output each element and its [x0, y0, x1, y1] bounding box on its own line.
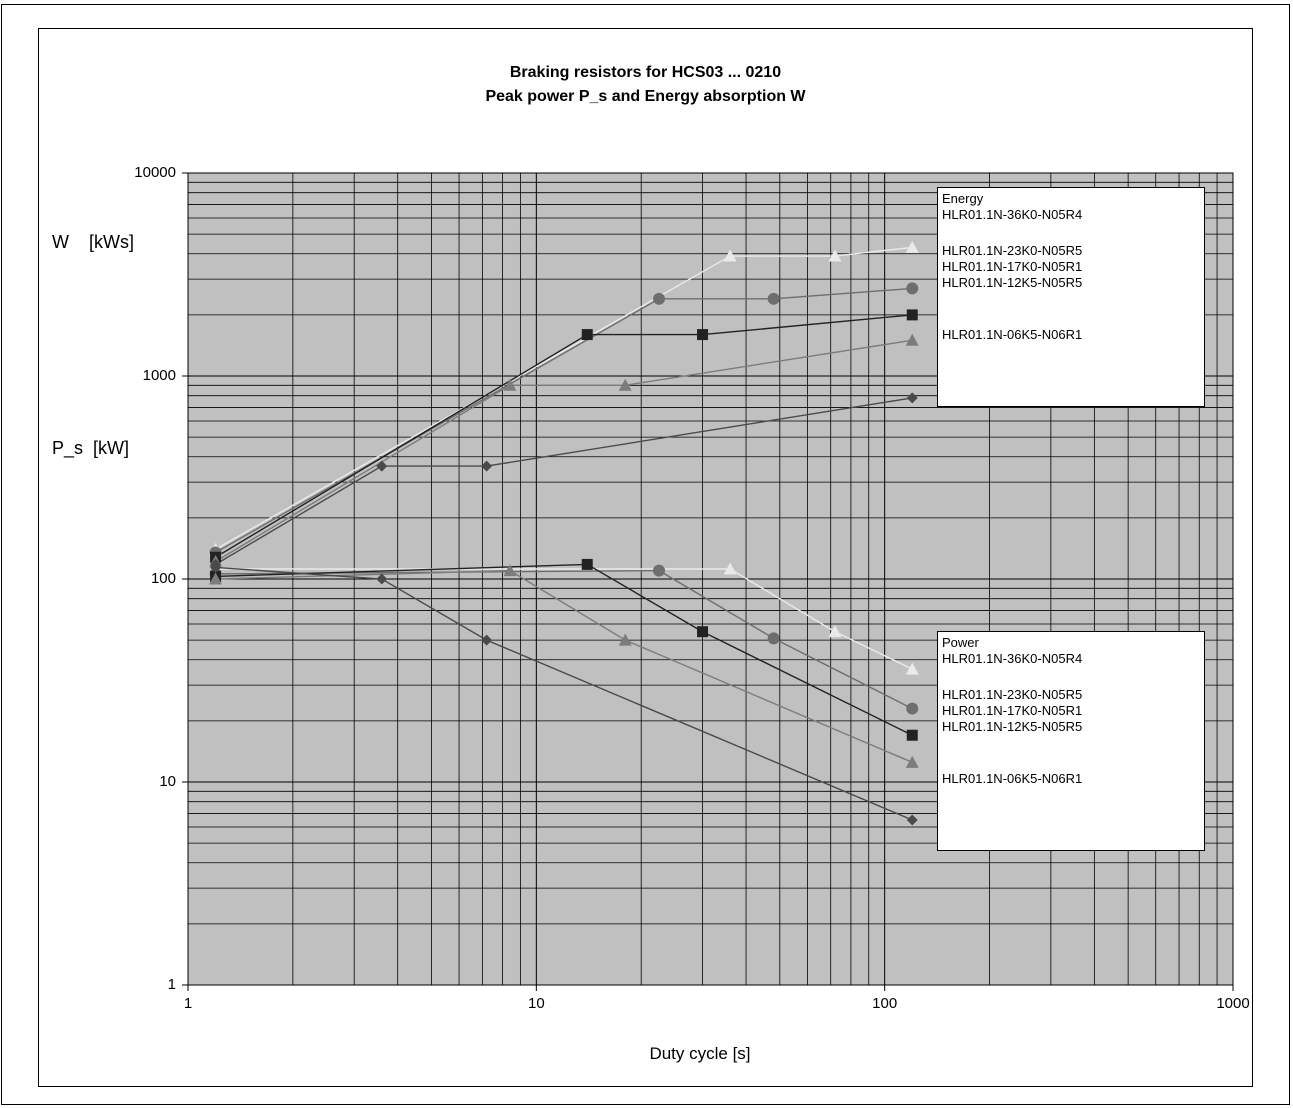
legend-power: Power HLR01.1N-36K0-N05R4 HLR01.1N-23K0-… — [937, 631, 1205, 851]
y-tick-label: 10 — [159, 773, 176, 790]
data-point — [653, 292, 666, 305]
data-point — [503, 564, 517, 577]
data-point — [828, 249, 842, 262]
data-point — [481, 460, 493, 472]
y-tick-label: 10000 — [134, 164, 176, 181]
legend-energy: Energy HLR01.1N-36K0-N05R4 HLR01.1N-23K0… — [937, 187, 1205, 407]
data-point — [581, 329, 593, 341]
data-point — [906, 282, 919, 295]
series-line — [215, 568, 913, 670]
data-point — [723, 562, 737, 575]
data-point — [618, 633, 632, 646]
legend-energy-item: HLR01.1N-23K0-N05R5 — [942, 243, 1083, 258]
x-axis-label: Duty cycle [s] — [649, 1044, 751, 1063]
data-point — [767, 292, 780, 305]
data-point — [503, 378, 517, 391]
data-point — [905, 333, 919, 346]
y-tick-label: 1000 — [142, 367, 176, 384]
data-point — [697, 626, 709, 638]
data-point — [906, 309, 918, 321]
y-tick-label: 100 — [150, 570, 176, 587]
data-point — [905, 755, 919, 768]
series-line — [215, 569, 913, 763]
series-line — [215, 287, 913, 554]
y-tick-label: 1 — [167, 976, 176, 993]
data-point — [906, 702, 919, 715]
legend-energy-item: HLR01.1N-36K0-N05R4 — [942, 207, 1083, 222]
legend-power-item: HLR01.1N-36K0-N05R4 — [942, 651, 1083, 666]
data-point — [905, 662, 919, 675]
series-line — [215, 563, 913, 736]
x-tick-label: 1000 — [1216, 995, 1250, 1012]
legend-energy-title: Energy — [942, 191, 984, 206]
legend-power-item: HLR01.1N-12K5-N05R5 — [942, 719, 1083, 734]
legend-power-item: HLR01.1N-23K0-N05R5 — [942, 687, 1083, 702]
data-point — [209, 572, 223, 585]
data-point — [828, 625, 842, 638]
legend-power-item: HLR01.1N-17K0-N05R1 — [942, 703, 1083, 718]
data-point — [767, 632, 780, 645]
data-point — [906, 392, 918, 404]
legend-energy-item: HLR01.1N-17K0-N05R1 — [942, 259, 1083, 274]
legend-power-item: HLR01.1N-06K5-N06R1 — [942, 771, 1083, 786]
data-point — [905, 240, 919, 253]
chart-title: Braking resistors for HCS03 ... 0210 — [509, 64, 782, 81]
x-tick-label: 100 — [872, 995, 898, 1012]
legend-energy-item: HLR01.1N-06K5-N06R1 — [942, 327, 1083, 342]
data-point — [210, 561, 222, 573]
data-point — [723, 249, 737, 262]
y-axis-label-power: P_s [kW] — [52, 438, 130, 458]
data-point — [618, 378, 632, 391]
series-line — [215, 314, 913, 558]
chart-subtitle: Peak power P_s and Energy absorption W — [485, 88, 806, 105]
data-point — [906, 814, 918, 826]
data-point — [697, 329, 709, 341]
x-tick-label: 1 — [183, 995, 193, 1012]
data-point — [376, 573, 388, 585]
y-axis-label-energy: W [kWs] — [52, 232, 134, 252]
series-line — [215, 339, 913, 563]
legend-energy-item: HLR01.1N-12K5-N05R5 — [942, 275, 1083, 290]
data-point — [481, 634, 493, 646]
data-point — [906, 729, 918, 741]
data-point — [653, 564, 666, 577]
legend-power-title: Power — [942, 635, 979, 650]
series-line — [215, 397, 913, 566]
series-line — [215, 566, 913, 821]
data-point — [581, 558, 593, 570]
x-tick-label: 10 — [527, 995, 545, 1012]
data-point — [376, 460, 388, 472]
page-border — [1, 4, 1290, 1105]
